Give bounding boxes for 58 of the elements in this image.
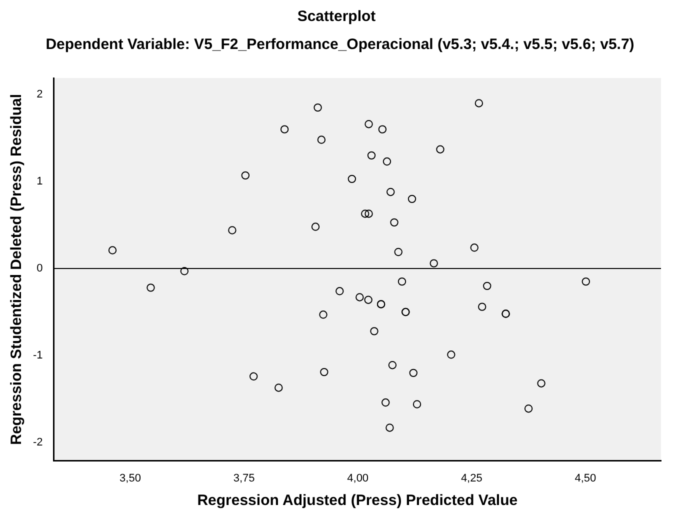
chart-subtitle: Dependent Variable: V5_F2_Performance_Operacional (v5.3; v5.4.; v5.5; v5.6; v5.7) — [44, 36, 636, 53]
x-tick-label: 3,50 — [120, 472, 141, 484]
point — [436, 145, 444, 154]
x-tick-label: 4,50 — [574, 472, 596, 484]
point — [146, 284, 155, 292]
point — [378, 125, 387, 134]
point — [382, 157, 392, 166]
point — [336, 287, 344, 296]
point — [388, 361, 397, 370]
point — [390, 218, 398, 227]
point — [311, 222, 320, 231]
point — [364, 210, 373, 218]
point — [250, 372, 258, 381]
point — [398, 277, 406, 286]
point — [274, 384, 283, 392]
point — [386, 188, 395, 196]
point — [314, 103, 322, 112]
point — [409, 368, 418, 378]
point — [394, 248, 402, 256]
point — [412, 400, 422, 408]
point — [370, 327, 378, 336]
y-tick-label: 2 — [36, 88, 43, 101]
point — [228, 226, 236, 234]
point — [582, 277, 590, 286]
y-axis-title: Regression Studentized Deleted (Press) Residual — [8, 94, 26, 445]
point — [319, 310, 328, 319]
point — [364, 296, 372, 304]
point — [470, 244, 478, 252]
point — [524, 404, 533, 413]
y-tick-label: -2 — [33, 436, 43, 449]
y-tick-label: -1 — [33, 350, 43, 362]
point — [241, 171, 250, 180]
point — [356, 293, 364, 302]
y-tick-label: 1 — [36, 176, 43, 188]
point — [474, 99, 484, 108]
y-tick-label: 0 — [36, 262, 43, 275]
point — [180, 267, 189, 276]
point — [483, 282, 492, 290]
point — [364, 120, 373, 128]
point — [408, 194, 416, 204]
x-tick-label: 3,75 — [233, 472, 255, 484]
point — [320, 368, 328, 376]
chart-title: Scatterplot — [296, 8, 377, 25]
point — [382, 398, 390, 407]
point — [430, 259, 438, 268]
point — [447, 350, 456, 359]
point — [280, 125, 289, 134]
point — [367, 151, 376, 160]
x-tick-label: 4,00 — [347, 472, 369, 484]
point — [478, 302, 486, 311]
point — [386, 424, 394, 432]
point — [361, 210, 370, 218]
x-axis-title: Regression Adjusted (Press) Predicted Value — [197, 492, 518, 510]
point — [317, 136, 326, 144]
point — [348, 174, 356, 184]
point — [108, 246, 117, 254]
x-tick-label: 4,25 — [460, 472, 482, 484]
point — [537, 379, 546, 388]
